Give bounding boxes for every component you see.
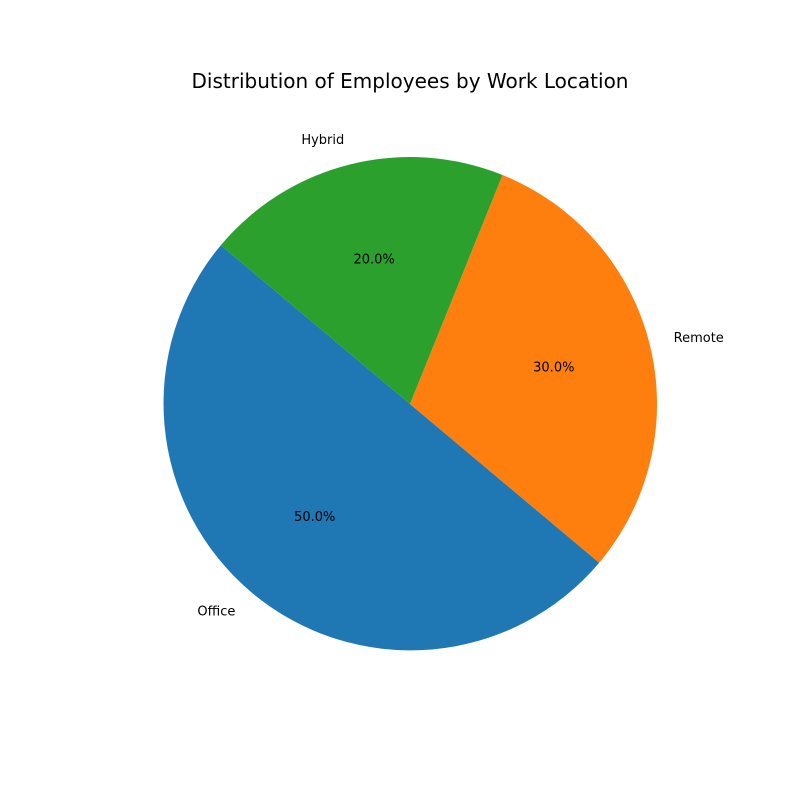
chart-title: Distribution of Employees by Work Locati… [192,69,629,93]
percent-label-hybrid: 20.0% [353,253,394,268]
slice-label-office: Office [197,605,235,620]
pie-slice-remote [410,174,657,563]
slice-label-remote: Remote [674,331,724,346]
pie-slice-hybrid [220,157,503,404]
percent-label-office: 50.0% [294,510,335,525]
pie-labels: Office 50.0% Remote 30.0% Hybrid 20.0% [197,133,723,620]
pie-slice-office [163,245,600,651]
slice-label-hybrid: Hybrid [301,133,344,148]
percent-label-remote: 30.0% [533,361,574,376]
pie-slices [163,157,657,651]
